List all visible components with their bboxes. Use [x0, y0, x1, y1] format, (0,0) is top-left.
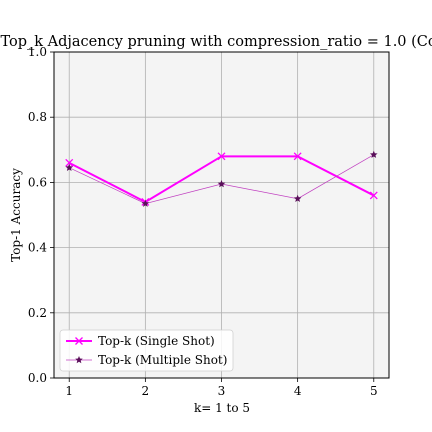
chart-title: Top_k Adjacency pruning with compression… [0, 34, 432, 50]
x-axis-label: k= 1 to 5 [194, 401, 250, 415]
legend-label: Top-k (Single Shot) [98, 334, 215, 348]
series-2-point [217, 180, 226, 188]
legend-marker [75, 356, 83, 364]
y-tick-label: 0.0 [28, 371, 47, 385]
legend-marker [75, 337, 83, 345]
x-tick-label: 1 [65, 384, 73, 398]
series-1-point [293, 152, 302, 161]
y-tick-label: 0.2 [28, 306, 47, 320]
series-1-point [217, 152, 226, 161]
y-tick-label: 1.0 [28, 45, 47, 59]
y-tick-label: 0.8 [28, 110, 47, 124]
legend-box [59, 329, 234, 372]
legend-entry-1: Top-k (Single Shot) [66, 334, 215, 348]
y-axis-label: Top-1 Accuracy [9, 168, 23, 262]
series-2 [65, 150, 378, 207]
legend-entry-2: Top-k (Multiple Shot) [66, 353, 227, 367]
x-tick-label: 3 [218, 384, 226, 398]
series-2-point [141, 199, 150, 207]
legend: Top-k (Single Shot) Top-k (Multiple Shot) [59, 329, 234, 372]
series-2-point [369, 150, 378, 158]
x-tick-label: 5 [370, 384, 378, 398]
x-tick-label: 4 [294, 384, 302, 398]
series-1-point [369, 191, 378, 200]
series-2-point [65, 163, 74, 171]
y-tick-label: 0.4 [28, 241, 47, 255]
legend-label: Top-k (Multiple Shot) [98, 353, 227, 367]
series-layer [65, 150, 378, 207]
ticks: 1 2 3 4 5 0.0 0.2 0.4 0.6 0.8 1.0 [28, 45, 378, 398]
series-1-point [65, 158, 74, 167]
x-tick-label: 2 [142, 384, 150, 398]
y-tick-label: 0.6 [28, 175, 47, 189]
series-2-point [293, 194, 302, 202]
